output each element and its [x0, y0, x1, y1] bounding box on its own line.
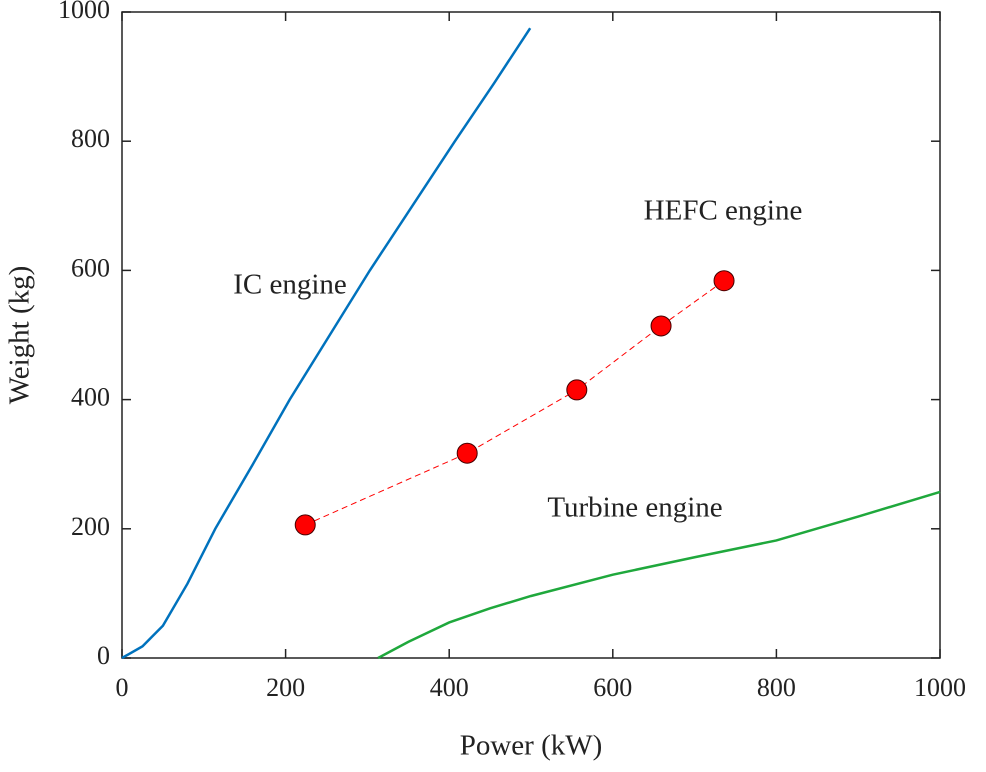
- y-axis-title: Weight (kg): [4, 266, 36, 405]
- y-tick-label: 200: [71, 512, 110, 541]
- x-tick-label: 600: [593, 673, 632, 702]
- x-tick-label: 400: [430, 673, 469, 702]
- x-tick-label: 200: [266, 673, 305, 702]
- curve: [377, 490, 941, 660]
- series-label: HEFC engine: [644, 195, 803, 227]
- marker: [566, 379, 588, 401]
- marker: [650, 315, 672, 337]
- x-axis-title: Power (kW): [460, 730, 603, 762]
- series-label: Turbine engine: [547, 492, 722, 524]
- marker: [456, 442, 478, 464]
- x-tick-label: 800: [757, 673, 796, 702]
- y-tick-label: 1000: [58, 0, 110, 24]
- y-tick-label: 0: [97, 641, 110, 670]
- x-tick-label: 1000: [914, 673, 966, 702]
- plot-frame: [121, 11, 941, 659]
- marker: [713, 270, 735, 292]
- y-tick-label: 800: [71, 124, 110, 153]
- y-tick-label: 400: [71, 383, 110, 412]
- curve: [121, 27, 532, 660]
- series-label: IC engine: [233, 269, 347, 301]
- marker: [294, 514, 316, 536]
- x-tick-label: 0: [116, 673, 129, 702]
- y-tick-label: 600: [71, 253, 110, 282]
